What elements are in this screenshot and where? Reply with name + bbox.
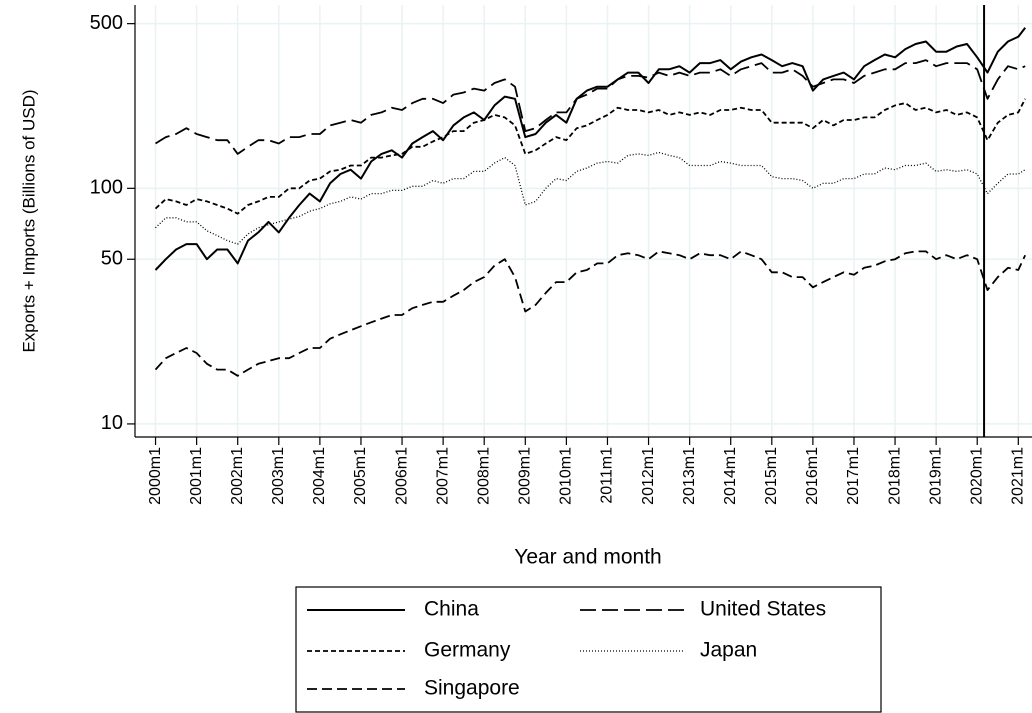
x-tick-label: 2020m1 [968,447,985,505]
series-line [154,27,1026,271]
x-tick-label: 2012m1 [640,447,657,505]
y-tick-label: 500 [90,12,123,34]
x-tick-label: 2014m1 [722,447,739,505]
x-tick-label: 2009m1 [517,447,534,505]
x-tick-label: 2001m1 [188,447,205,505]
series-line [155,59,1026,155]
y-tick-label: 50 [101,248,123,270]
legend-box [295,586,882,713]
x-tick-label: 2011m1 [599,447,616,504]
x-tick-label: 2021m1 [1010,447,1027,505]
series-line [155,151,1026,245]
x-tick-label: 2018m1 [886,447,903,505]
legend-label: United States [700,598,826,621]
x-tick-label: 2006m1 [393,447,410,505]
x-tick-label: 2017m1 [845,447,862,505]
x-tick-label: 2004m1 [311,447,328,505]
x-tick-label: 2013m1 [681,447,698,505]
legend-label: Germany [424,639,511,662]
legend-label: China [424,598,479,621]
x-tick-label: 2019m1 [927,447,944,505]
x-tick-label: 2000m1 [147,447,164,505]
x-tick-label: 2016m1 [804,447,821,505]
x-tick-label: 2007m1 [434,447,451,505]
legend-label: Singapore [424,677,520,700]
x-tick-label: 2003m1 [270,447,287,505]
x-tick-label: 2015m1 [763,447,780,505]
x-axis-label: Year and month [514,546,662,569]
x-tick-label: 2005m1 [352,447,369,505]
y-axis-label: Exports + Imports (Billions of USD) [19,89,38,352]
legend-label: Japan [700,639,757,662]
y-tick-label: 10 [101,412,123,434]
series-line [154,98,1027,215]
x-tick-label: 2008m1 [475,447,492,505]
series-line [154,250,1027,377]
y-tick-label: 100 [90,177,123,199]
x-tick-label: 2010m1 [558,447,575,505]
x-tick-label: 2002m1 [229,447,246,505]
